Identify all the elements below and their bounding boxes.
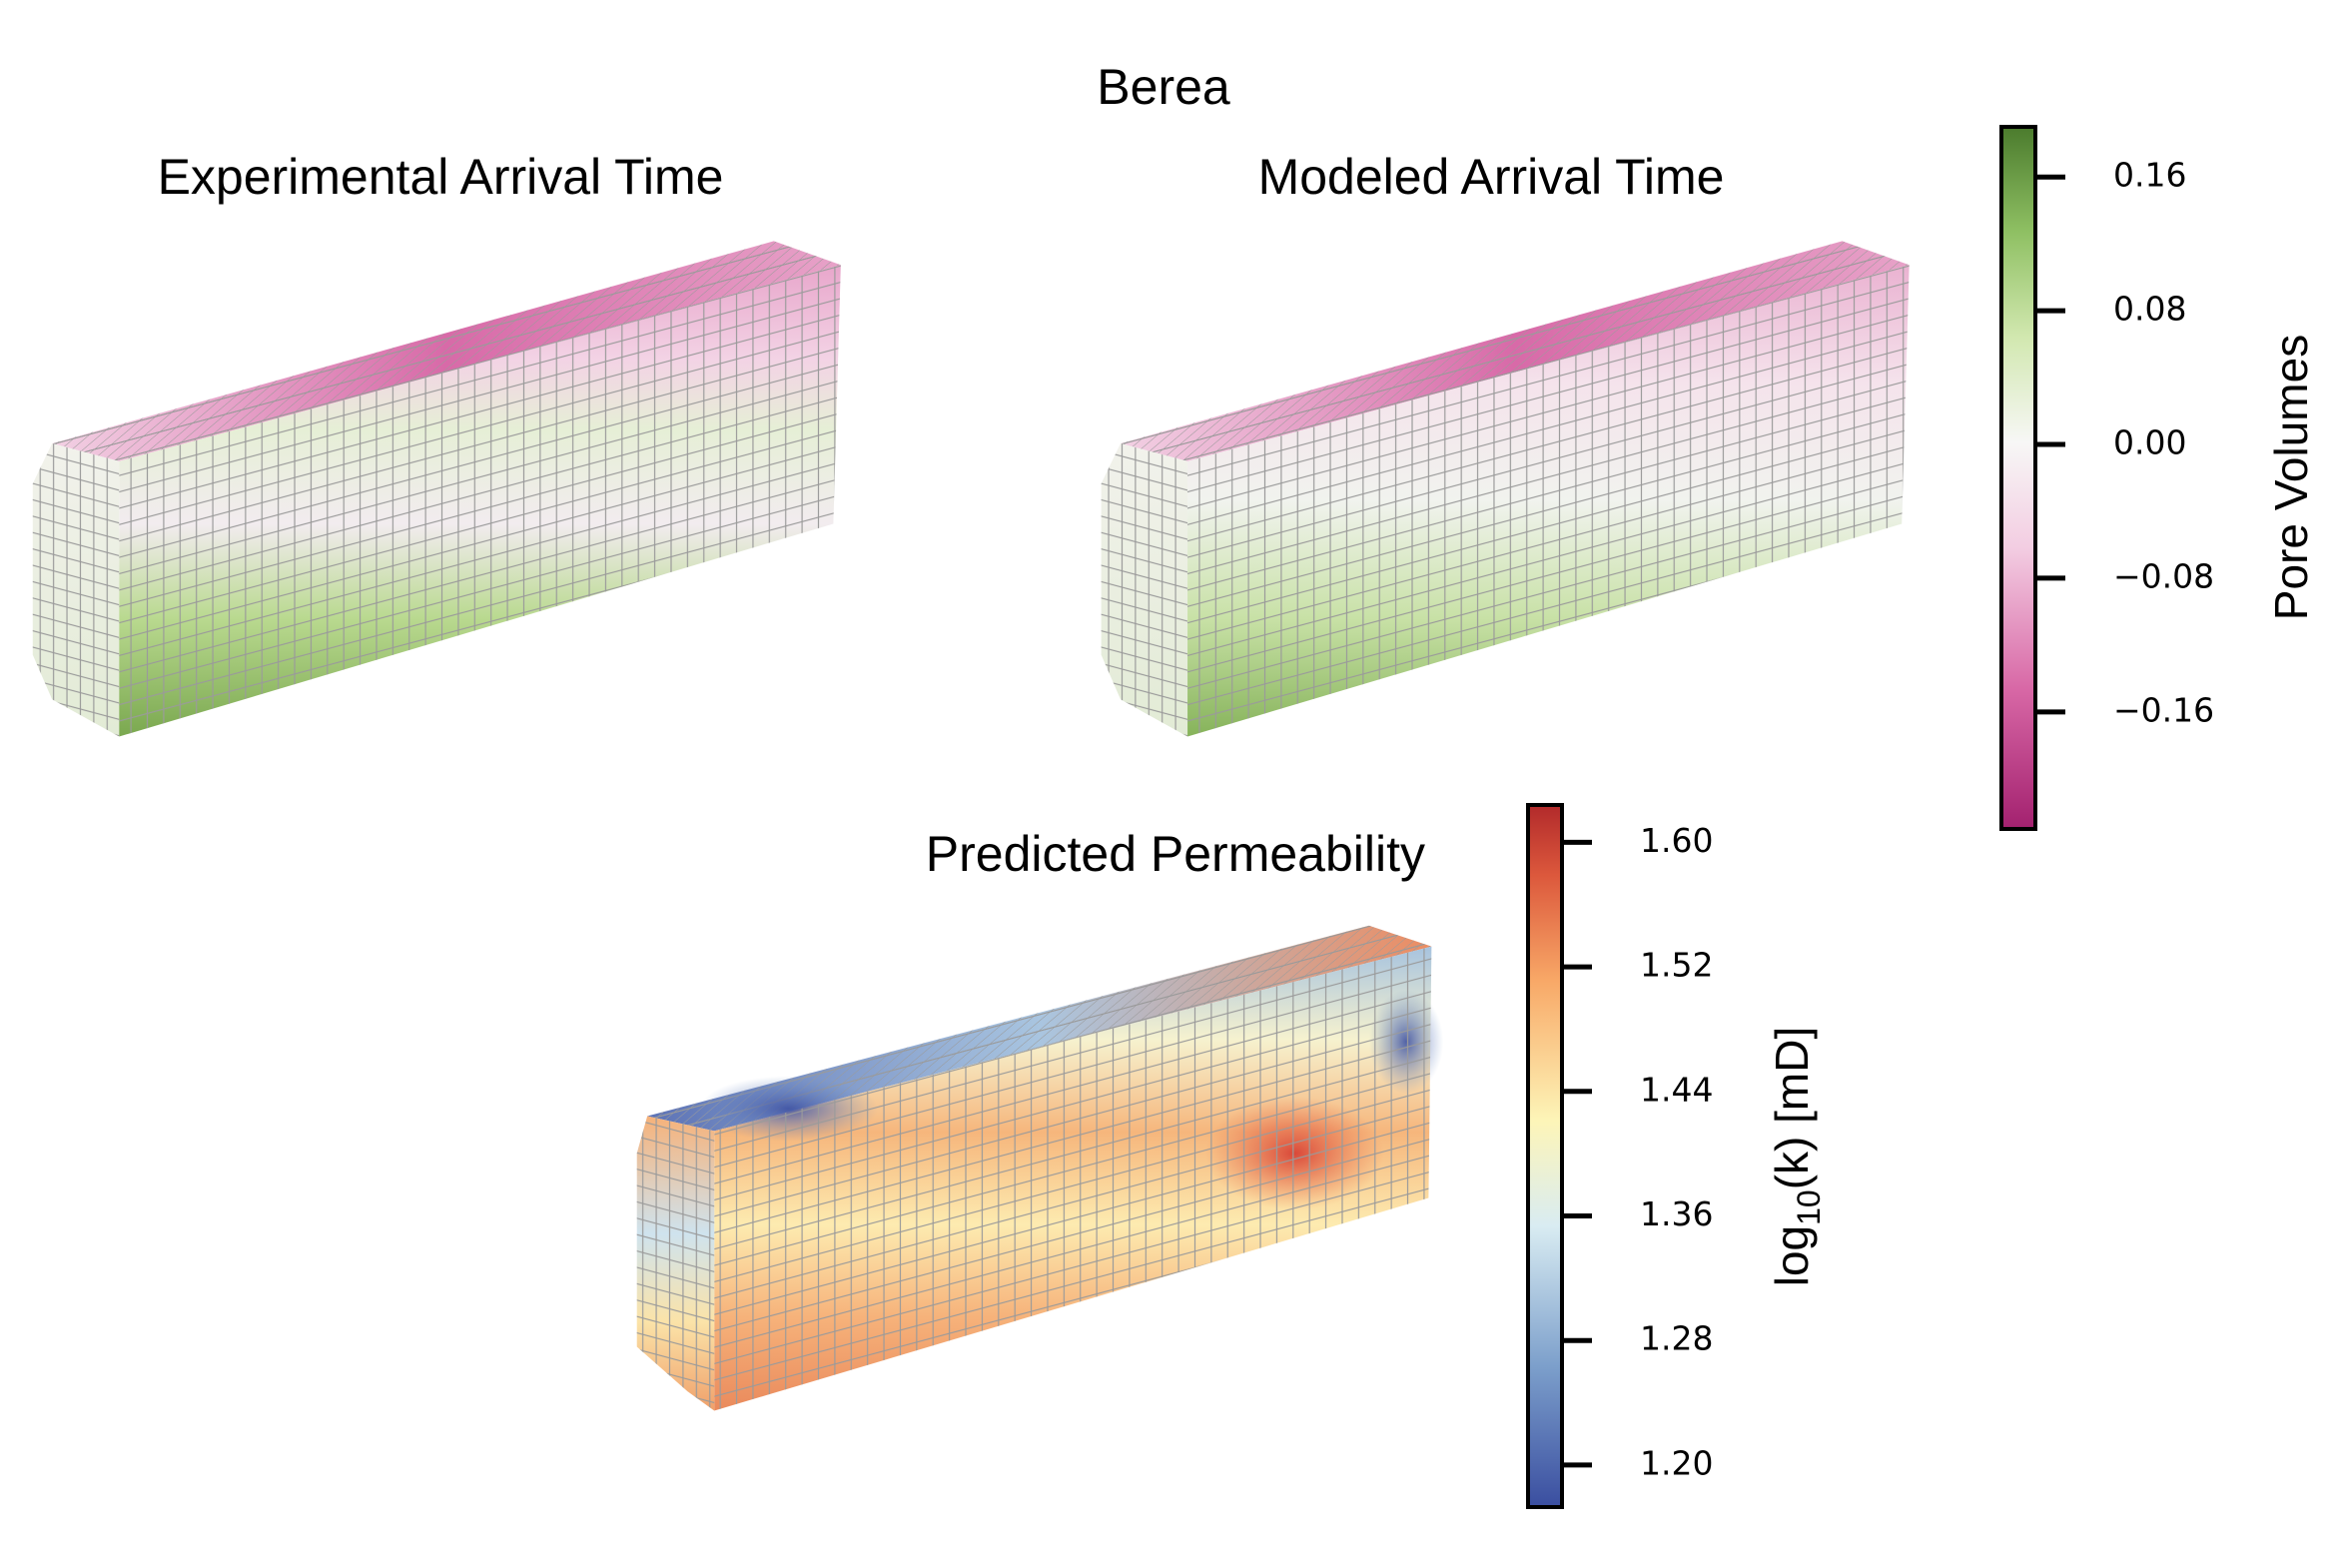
tick-label: 1.36 [1640,1194,1713,1233]
label-subscript: 10 [1791,1189,1827,1225]
voxel-block [636,925,1444,1411]
tick-label: 1.20 [1640,1443,1713,1482]
voxel-block [1101,241,1910,737]
figure-title: Berea [1097,59,1230,115]
label-part: log [1766,1225,1818,1286]
tick-label: −0.16 [2113,690,2214,729]
label-part: (k) [mD] [1766,1027,1818,1190]
tick-label: 0.00 [2113,423,2186,462]
panel-title: Experimental Arrival Time [158,149,724,205]
colorbar-label: Pore Volumes [2265,335,2317,620]
tick-label: 1.44 [1640,1070,1713,1109]
colorbar [1526,803,1564,1509]
panel-title: Predicted Permeability [926,826,1425,882]
colorbar-label: log10(k) [mD] [1766,1027,1827,1287]
tick-label: 1.60 [1640,821,1713,860]
tick-label: 1.52 [1640,946,1713,985]
colorbar [1999,125,2037,831]
tick-label: 0.16 [2113,156,2186,195]
tick-label: 1.28 [1640,1319,1713,1358]
panel-title: Modeled Arrival Time [1258,149,1725,205]
tick-label: 0.08 [2113,290,2186,329]
tick-label: −0.08 [2113,556,2214,595]
voxel-plots [32,241,1910,1411]
voxel-block [32,241,841,737]
